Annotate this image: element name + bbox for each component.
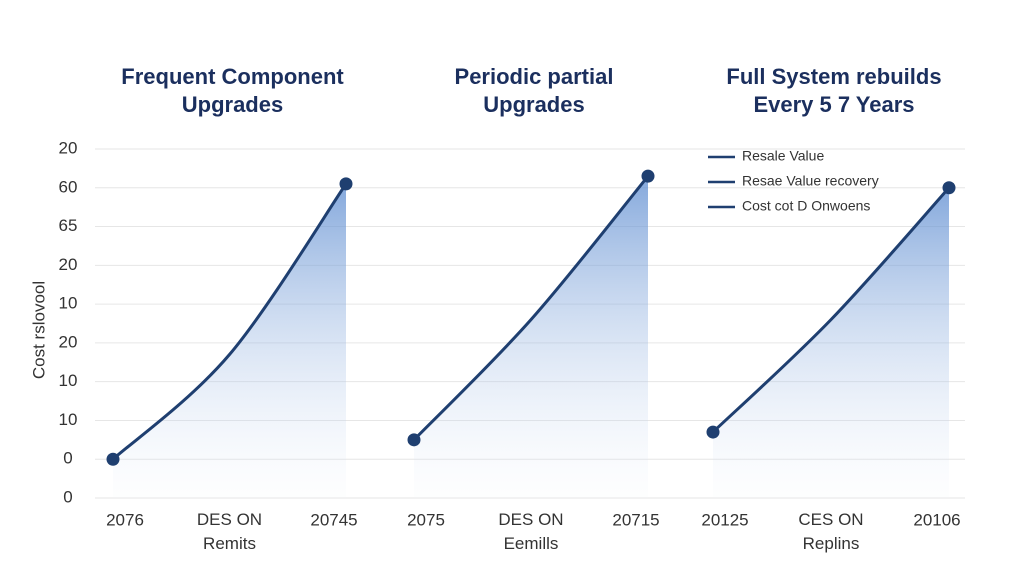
x-tick-label: 2076 <box>106 510 144 529</box>
point <box>106 452 120 466</box>
y-tick-label: 10 <box>59 294 78 313</box>
legend-text: Resae Value recovery <box>742 173 879 189</box>
x-tick-label: 2075 <box>407 510 445 529</box>
point <box>407 433 421 447</box>
y-tick-label: 20 <box>59 332 78 351</box>
x-tick-label: 20715 <box>612 510 659 529</box>
line <box>111 183 348 461</box>
y-tick-label: 20 <box>59 138 78 157</box>
point <box>641 169 655 183</box>
x-tick-label: 20745 <box>310 510 357 529</box>
panel-title: Periodic partial Upgrades <box>455 64 614 117</box>
y-tick-label: 60 <box>59 177 78 196</box>
y-tick-label: 20 <box>59 255 78 274</box>
y-tick-label: 0 <box>63 487 72 506</box>
y-tick-label: 10 <box>59 371 78 390</box>
panel-title: Full System rebuilds Every 5 7 Years <box>726 64 941 117</box>
x-tick-label: DES ON Eemills <box>498 510 563 553</box>
y-tick-label: 65 <box>59 216 78 235</box>
legend-text: Cost cot D Onwoens <box>742 198 870 214</box>
x-tick-label: DES ON Remits <box>197 510 262 553</box>
line <box>412 175 650 441</box>
panel-title: Frequent Component Upgrades <box>121 64 344 117</box>
area <box>713 187 949 498</box>
x-tick-label: 20106 <box>913 510 960 529</box>
area <box>414 176 648 498</box>
point <box>339 177 353 191</box>
area <box>113 183 346 498</box>
line <box>711 186 951 434</box>
y-tick-label: 0 <box>63 449 72 468</box>
x-tick-label: CES ON Replins <box>798 510 863 553</box>
point <box>706 425 720 439</box>
legend-text: Resale Value <box>742 148 824 164</box>
x-tick-label: 20125 <box>701 510 748 529</box>
y-axis-label: Cost rslovool <box>29 281 48 379</box>
y-tick-label: 10 <box>59 410 78 429</box>
point <box>942 181 956 195</box>
